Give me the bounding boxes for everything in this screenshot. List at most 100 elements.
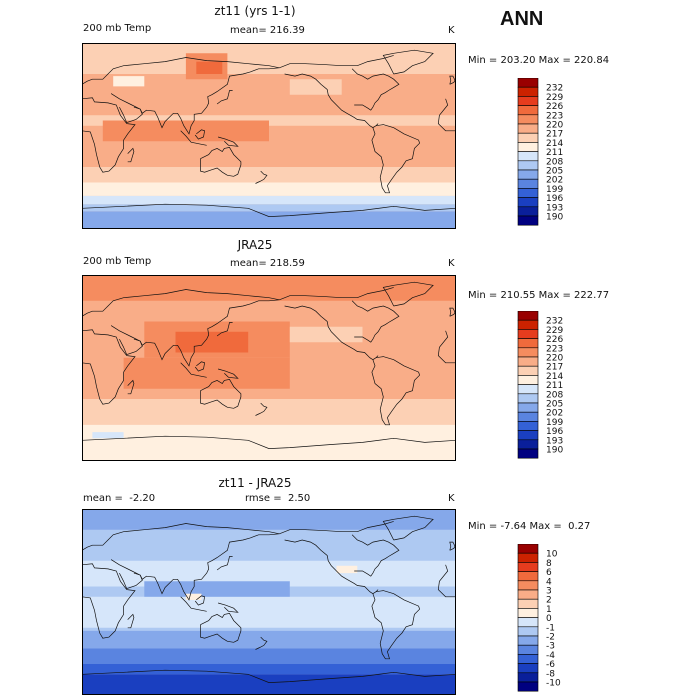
panel1-units: K	[448, 25, 455, 36]
colorbar-swatch	[517, 589, 539, 600]
colorbar-tick-label: -3	[546, 642, 555, 652]
coastline	[279, 287, 394, 301]
colorbar-tick-label: 208	[546, 157, 563, 167]
contour-band	[82, 509, 456, 530]
coastline	[449, 541, 456, 551]
panel1-mean-label: mean= 216.39	[230, 25, 305, 36]
colorbar-swatch	[517, 617, 539, 628]
panel1-left-label: 200 mb Temp	[83, 23, 152, 34]
colorbar-tick-label: -6	[546, 660, 555, 670]
coastline	[216, 556, 233, 571]
colorbar-tick-label: 10	[546, 550, 558, 560]
colorbar-tick-label: 190	[546, 446, 563, 456]
coastline	[194, 595, 205, 606]
coastline	[200, 613, 242, 643]
colorbar-swatch	[517, 635, 539, 646]
colorbar-swatch	[517, 393, 539, 404]
colorbar-swatch	[517, 384, 539, 395]
colorbar-tick-label: 3	[546, 587, 552, 597]
panel3-title: zt11 - JRA25	[218, 476, 292, 490]
colorbar-tick-label: -1	[546, 623, 555, 633]
colorbar-swatch	[517, 402, 539, 413]
coastline	[180, 130, 207, 146]
colorbar-tick-label: 196	[546, 427, 563, 437]
coastline	[284, 73, 379, 129]
panel2-map	[82, 275, 456, 461]
colorbar-swatch	[517, 365, 539, 376]
panel1-title: zt11 (yrs 1-1)	[214, 4, 296, 18]
colorbar-swatch	[517, 448, 539, 459]
coastline	[351, 300, 400, 343]
colorbar-swatch	[517, 206, 539, 217]
colorbar-tick-label: -4	[546, 651, 555, 661]
panel1-colorbar: 2322292262232202172142112082052021991961…	[517, 78, 563, 226]
contour-band	[289, 79, 342, 95]
panel2-colorbar: 2322292262232202172142112082052021991961…	[517, 311, 563, 459]
colorbar-tick-label: 2	[546, 596, 552, 606]
coastline	[449, 75, 456, 85]
contour-band	[144, 581, 290, 597]
colorbar-swatch	[517, 439, 539, 450]
coastline	[284, 539, 379, 595]
colorbar-swatch	[517, 663, 539, 674]
colorbar-swatch	[517, 197, 539, 208]
panel3-map	[82, 509, 456, 695]
colorbar-tick-label: 205	[546, 167, 563, 177]
colorbar-swatch	[517, 544, 539, 554]
coastline	[127, 379, 135, 395]
colorbar-tick-label: 226	[546, 102, 563, 112]
coastline	[216, 90, 233, 105]
colorbar-tick-label: 214	[546, 139, 563, 149]
colorbar-tick-label: 229	[546, 93, 563, 103]
coastline	[218, 136, 239, 147]
colorbar-tick-label: -10	[546, 679, 561, 689]
contour-band	[82, 664, 456, 675]
coastline	[382, 281, 434, 307]
contour-band	[289, 326, 363, 343]
coastline	[382, 515, 434, 541]
colorbar-tick-label: 229	[546, 326, 563, 336]
contour-band	[82, 424, 456, 461]
coastline	[279, 521, 394, 535]
colorbar-tick-label: 223	[546, 344, 563, 354]
contour-band	[82, 204, 456, 212]
colorbar-tick-label: 223	[546, 111, 563, 121]
contour-band	[82, 674, 456, 695]
colorbar-tick-label: -8	[546, 669, 555, 679]
colorbar-swatch	[517, 598, 539, 609]
colorbar-tick-label: 1	[546, 605, 552, 615]
colorbar-tick-label: 6	[546, 568, 552, 578]
contour-band	[82, 275, 456, 301]
colorbar-tick-label: 202	[546, 176, 563, 186]
season-label: ANN	[500, 8, 544, 30]
coastline	[119, 572, 143, 590]
contour-band	[82, 195, 456, 205]
coastline	[437, 564, 456, 598]
colorbar-swatch	[517, 338, 539, 349]
colorbar-tick-label: 199	[546, 185, 563, 195]
colorbar-swatch	[517, 311, 539, 321]
coastline	[218, 368, 239, 379]
colorbar-swatch	[517, 347, 539, 358]
coastline	[437, 330, 456, 364]
colorbar-swatch	[517, 178, 539, 189]
coastline	[279, 55, 394, 69]
colorbar-tick-label: 8	[546, 559, 552, 569]
coastline	[351, 534, 400, 577]
colorbar-swatch	[517, 169, 539, 180]
colorbar-tick-label: 217	[546, 130, 563, 140]
contour-band	[185, 593, 202, 600]
colorbar-swatch	[517, 562, 539, 572]
colorbar-swatch	[517, 608, 539, 618]
colorbar-swatch	[517, 215, 539, 226]
contour-band	[82, 630, 456, 649]
coastline	[82, 669, 456, 683]
colorbar-tick-label: 217	[546, 363, 563, 373]
colorbar-swatch	[517, 329, 539, 339]
colorbar-swatch	[517, 552, 539, 563]
panel2-mean-label: mean= 218.59	[230, 258, 305, 269]
map-frame	[82, 509, 456, 695]
coastline	[351, 68, 400, 111]
colorbar-tick-label: 214	[546, 372, 563, 382]
